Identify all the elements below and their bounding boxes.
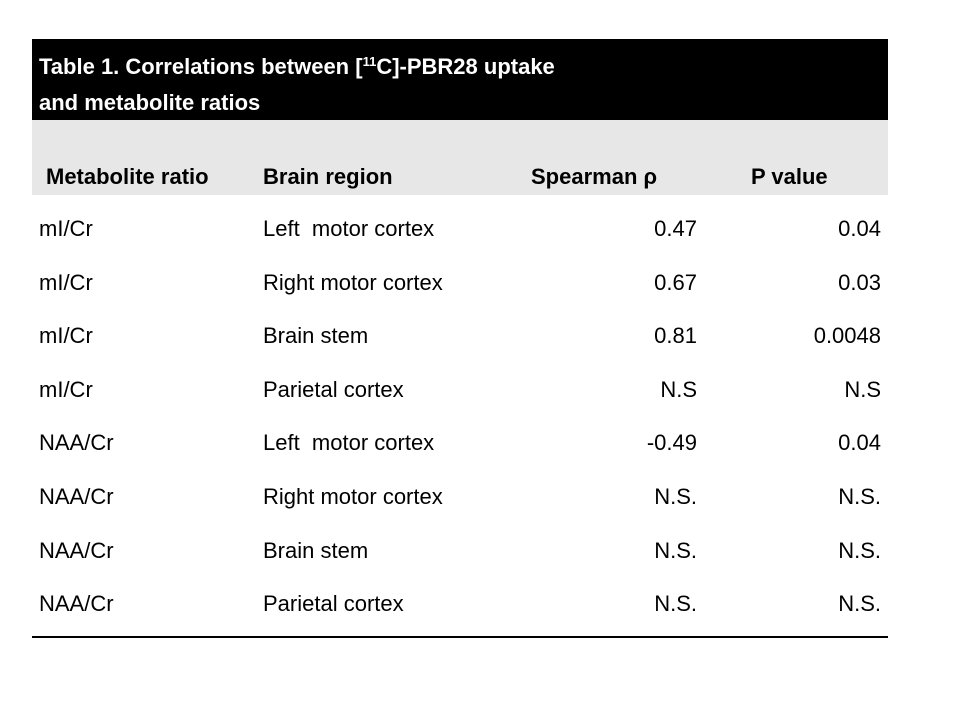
cell-p-value: N.S. (838, 483, 881, 509)
table-row: NAA/Cr Right motor cortex N.S. N.S. (32, 471, 888, 525)
table-row: mI/Cr Parietal cortex N.S N.S (32, 364, 888, 418)
cell-p-value: 0.03 (838, 269, 881, 295)
cell-spearman: -0.49 (646, 430, 697, 456)
cell-metabolite: mI/Cr (39, 376, 93, 402)
cell-spearman: 0.81 (654, 323, 697, 349)
cell-region: Right motor cortex (263, 269, 443, 295)
cell-spearman: N.S. (654, 537, 697, 563)
cell-p-value: N.S (844, 376, 881, 402)
cell-metabolite: mI/Cr (39, 323, 93, 349)
cell-region: Right motor cortex (263, 483, 443, 509)
title-superscript: 11 (362, 54, 377, 69)
table-bottom-rule (32, 635, 888, 638)
table-row: mI/Cr Left motor cortex 0.47 0.04 (32, 203, 888, 257)
cell-metabolite: NAA/Cr (39, 591, 114, 617)
table-body: mI/Cr Left motor cortex 0.47 0.04 mI/Cr … (32, 203, 888, 638)
cell-spearman: 0.67 (654, 269, 697, 295)
table-title-line1: Table 1. Correlations between [11C]-PBR2… (39, 49, 888, 85)
cell-metabolite: NAA/Cr (39, 430, 114, 456)
cell-region: Brain stem (263, 537, 369, 563)
table-row: NAA/Cr Parietal cortex N.S. N.S. (32, 578, 888, 632)
cell-region: Left motor cortex (263, 430, 435, 456)
header-p-value: P value (751, 164, 828, 189)
cell-region: Parietal cortex (263, 591, 404, 617)
cell-p-value: 0.0048 (813, 323, 881, 349)
cell-spearman: N.S. (654, 483, 697, 509)
table-row: mI/Cr Brain stem 0.81 0.0048 (32, 310, 888, 364)
cell-spearman: N.S. (654, 591, 697, 617)
cell-spearman: N.S (660, 376, 697, 402)
cell-metabolite: NAA/Cr (39, 483, 114, 509)
cell-p-value: N.S. (838, 591, 881, 617)
cell-metabolite: mI/Cr (39, 216, 93, 241)
title-suffix: C]-PBR28 uptake (376, 54, 555, 79)
cell-region: Left motor cortex (263, 216, 435, 241)
cell-p-value: N.S. (838, 537, 881, 563)
cell-region: Brain stem (263, 323, 369, 349)
table-row: mI/Cr Right motor cortex 0.67 0.03 (32, 257, 888, 311)
cell-p-value: 0.04 (838, 216, 881, 241)
table-row: NAA/Cr Brain stem N.S. N.S. (32, 525, 888, 579)
correlation-table: Table 1. Correlations between [11C]-PBR2… (32, 39, 888, 638)
cell-region: Parietal cortex (263, 376, 404, 402)
header-brain-region: Brain region (263, 164, 393, 189)
cell-spearman: 0.47 (654, 216, 697, 241)
title-prefix: Table 1. Correlations between [ (39, 54, 363, 79)
table-title: Table 1. Correlations between [11C]-PBR2… (32, 39, 888, 120)
table-header-row: Metabolite ratio Brain region Spearman ρ… (32, 120, 888, 195)
table-row: NAA/Cr Left motor cortex -0.49 0.04 (32, 417, 888, 471)
table-title-line2: and metabolite ratios (39, 90, 261, 115)
cell-p-value: 0.04 (838, 430, 881, 456)
header-spearman: Spearman ρ (531, 164, 658, 189)
cell-metabolite: mI/Cr (39, 269, 93, 295)
cell-metabolite: NAA/Cr (39, 537, 114, 563)
header-metabolite-ratio: Metabolite ratio (46, 164, 209, 189)
